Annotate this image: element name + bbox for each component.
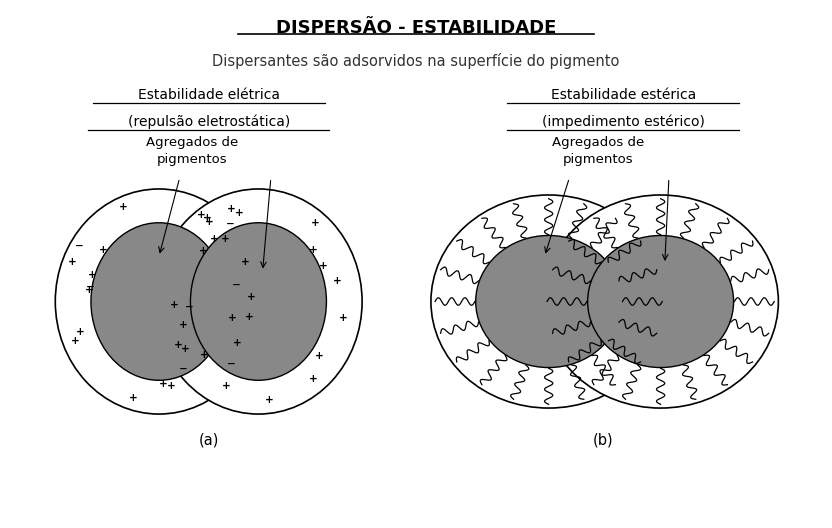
Text: −: − <box>226 219 235 229</box>
Text: +: + <box>311 218 319 228</box>
Text: +: + <box>310 245 318 255</box>
Text: +: + <box>232 338 241 348</box>
Text: +: + <box>85 285 93 295</box>
Text: −: − <box>232 280 240 290</box>
Text: +: + <box>265 394 274 404</box>
Text: +: + <box>88 270 97 280</box>
Text: Agregados de
pigmentos: Agregados de pigmentos <box>552 136 645 166</box>
Text: Estabilidade elétrica: Estabilidade elétrica <box>137 88 280 102</box>
Text: +: + <box>205 218 213 228</box>
Circle shape <box>431 195 666 408</box>
Text: +: + <box>210 234 218 244</box>
Text: +: + <box>309 374 318 384</box>
Circle shape <box>542 195 779 408</box>
Text: −: − <box>226 359 235 369</box>
Ellipse shape <box>191 223 326 380</box>
Text: +: + <box>339 313 347 323</box>
Text: +: + <box>181 344 190 354</box>
Text: +: + <box>158 379 167 389</box>
Text: +: + <box>203 213 212 223</box>
Text: −: − <box>185 302 193 312</box>
Text: Dispersantes são adsorvidos na superfície do pigmento: Dispersantes são adsorvidos na superfíci… <box>212 53 620 69</box>
Text: +: + <box>180 320 188 330</box>
Text: +: + <box>119 202 127 212</box>
Text: +: + <box>247 292 255 302</box>
Ellipse shape <box>155 189 362 414</box>
Text: DISPERSÃO - ESTABILIDADE: DISPERSÃO - ESTABILIDADE <box>276 18 556 36</box>
Text: +: + <box>199 246 208 256</box>
Text: +: + <box>319 261 327 271</box>
Circle shape <box>587 235 734 367</box>
Text: +: + <box>129 393 138 403</box>
Text: +: + <box>67 257 77 267</box>
Text: +: + <box>245 312 254 322</box>
Text: (b): (b) <box>592 433 613 448</box>
Text: +: + <box>241 257 250 267</box>
Text: +: + <box>196 210 206 220</box>
Text: +: + <box>174 340 182 350</box>
Text: +: + <box>228 313 236 323</box>
Text: +: + <box>314 351 324 361</box>
Text: +: + <box>76 326 84 336</box>
Text: +: + <box>220 234 230 243</box>
Text: +: + <box>235 209 244 218</box>
Text: −: − <box>179 364 187 374</box>
Text: +: + <box>200 350 209 360</box>
Circle shape <box>476 235 622 367</box>
Text: −: − <box>87 282 95 292</box>
Text: (a): (a) <box>199 433 219 448</box>
Text: (impedimento estérico): (impedimento estérico) <box>542 114 705 129</box>
Text: +: + <box>222 381 230 391</box>
Text: +: + <box>333 276 341 286</box>
Text: (repulsão eletrostática): (repulsão eletrostática) <box>127 114 290 129</box>
Text: +: + <box>71 336 79 346</box>
Text: +: + <box>99 245 107 255</box>
Text: +: + <box>171 300 179 310</box>
Text: −: − <box>75 240 84 250</box>
Text: Agregados de
pigmentos: Agregados de pigmentos <box>146 136 238 166</box>
Text: Estabilidade estérica: Estabilidade estérica <box>551 88 696 102</box>
Text: +: + <box>227 204 236 214</box>
Ellipse shape <box>55 189 263 414</box>
Text: +: + <box>166 381 176 391</box>
Ellipse shape <box>91 223 227 380</box>
